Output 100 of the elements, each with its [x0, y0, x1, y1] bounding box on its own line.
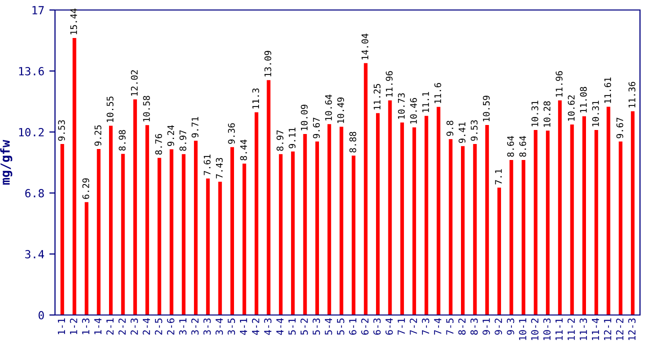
data-label: 9.67	[616, 118, 624, 138]
bar	[121, 154, 125, 315]
bar	[206, 178, 210, 315]
bar	[534, 130, 538, 315]
bar	[570, 124, 574, 315]
bar	[170, 149, 174, 315]
data-label: 11.96	[386, 71, 393, 97]
data-label: 6.29	[82, 178, 90, 199]
bar	[182, 154, 186, 315]
data-label: 11.25	[374, 84, 380, 110]
data-label: 8.64	[507, 136, 514, 157]
bar	[460, 146, 465, 315]
x-tick-label: 8-2	[458, 318, 466, 335]
x-tick-label: 12-3	[628, 318, 636, 340]
bar	[546, 130, 550, 315]
x-tick-label: 7-2	[410, 318, 417, 335]
data-label: 8.44	[240, 140, 247, 160]
bar	[254, 112, 258, 315]
bar	[582, 116, 586, 315]
data-label: 10.31	[531, 100, 538, 126]
x-tick-label: 5-4	[324, 318, 332, 335]
data-label: 10.46	[410, 98, 417, 124]
bar	[497, 188, 502, 315]
data-label: 8.97	[276, 130, 284, 151]
bar	[412, 127, 416, 315]
data-label: 11.6	[434, 83, 442, 104]
data-label: 10.31	[592, 100, 599, 126]
x-tick-label: 12-2	[616, 318, 624, 340]
x-tick-label: 6-3	[373, 318, 381, 335]
x-tick-label: 12-1	[604, 318, 612, 340]
bar	[424, 116, 428, 315]
y-axis-title: mg/gfw	[0, 140, 12, 185]
data-label: 9.36	[228, 123, 235, 144]
data-label: 9.25	[94, 125, 102, 146]
x-tick-label: 1-4	[94, 318, 102, 334]
x-tick-label: 1-2	[70, 318, 78, 334]
bar	[340, 126, 344, 315]
bar	[278, 154, 283, 315]
bar	[618, 142, 622, 315]
x-tick-label: 6-1	[349, 318, 356, 335]
x-tick-label: 9-2	[494, 318, 502, 335]
data-label: 7.1	[495, 169, 502, 184]
data-label: 10.55	[106, 96, 114, 122]
data-label: 10.64	[325, 94, 332, 120]
x-tick-label: 7-3	[422, 318, 430, 335]
x-tick-label: 10-3	[543, 318, 551, 340]
x-tick-label: 5-1	[288, 318, 296, 335]
data-label: 10.49	[337, 98, 344, 124]
x-tick-label: 11-3	[580, 318, 588, 340]
bar	[158, 158, 162, 315]
y-tick-label: 17	[32, 6, 44, 14]
x-tick-label: 3-4	[216, 318, 223, 335]
bar	[303, 134, 307, 315]
x-tick-label: 11-4	[592, 318, 600, 340]
x-tick-label: 3-2	[191, 318, 199, 335]
x-tick-label: 6-2	[361, 318, 369, 335]
x-tick-label: 1-1	[58, 318, 65, 334]
bar	[400, 122, 404, 315]
x-tick-label: 8-3	[470, 318, 478, 335]
x-tick-label: 2-3	[130, 318, 138, 335]
x-tick-label: 2-2	[118, 318, 126, 335]
data-label: 11.61	[604, 77, 612, 103]
bar	[145, 125, 150, 315]
data-label: 9.71	[192, 116, 198, 138]
bar	[485, 125, 489, 315]
bar	[72, 38, 76, 315]
bar	[376, 113, 380, 315]
y-tick-label: 0	[38, 311, 44, 320]
x-tick-label: 1-3	[82, 318, 90, 334]
x-tick-label: 11-2	[568, 318, 575, 340]
x-tick-label: 3-5	[228, 318, 236, 335]
data-label: 11.08	[580, 86, 587, 112]
data-label: 15.44	[70, 8, 78, 34]
bar	[109, 126, 113, 315]
x-tick-label: 10-1	[518, 318, 526, 340]
x-tick-label: 10-2	[531, 318, 538, 340]
data-label: 10.59	[482, 96, 490, 122]
data-label: 14.04	[362, 34, 368, 60]
data-label: 13.09	[264, 50, 272, 76]
x-tick-label: 4-2	[252, 318, 260, 335]
bar	[242, 164, 246, 315]
data-label: 10.62	[568, 95, 575, 121]
data-label: 11.1	[422, 92, 429, 112]
bar	[606, 106, 610, 315]
x-tick-label: 2-6	[167, 318, 174, 335]
x-tick-label: 3-3	[203, 318, 211, 335]
x-tick-label: 2-5	[154, 318, 162, 335]
bar	[558, 100, 562, 315]
data-label: 9.53	[470, 120, 478, 141]
bar	[630, 111, 635, 315]
data-label: 11.96	[556, 71, 563, 97]
bar	[96, 149, 101, 315]
data-label: 7.61	[204, 154, 211, 176]
x-tick-label: 9-1	[482, 318, 490, 335]
data-label: 8.64	[519, 136, 526, 157]
x-tick-label: 2-4	[142, 318, 150, 335]
data-label: 8.97	[179, 130, 186, 151]
data-label: 10.73	[398, 93, 405, 119]
y-tick-label: 3.4	[25, 250, 44, 258]
bar	[230, 147, 234, 315]
